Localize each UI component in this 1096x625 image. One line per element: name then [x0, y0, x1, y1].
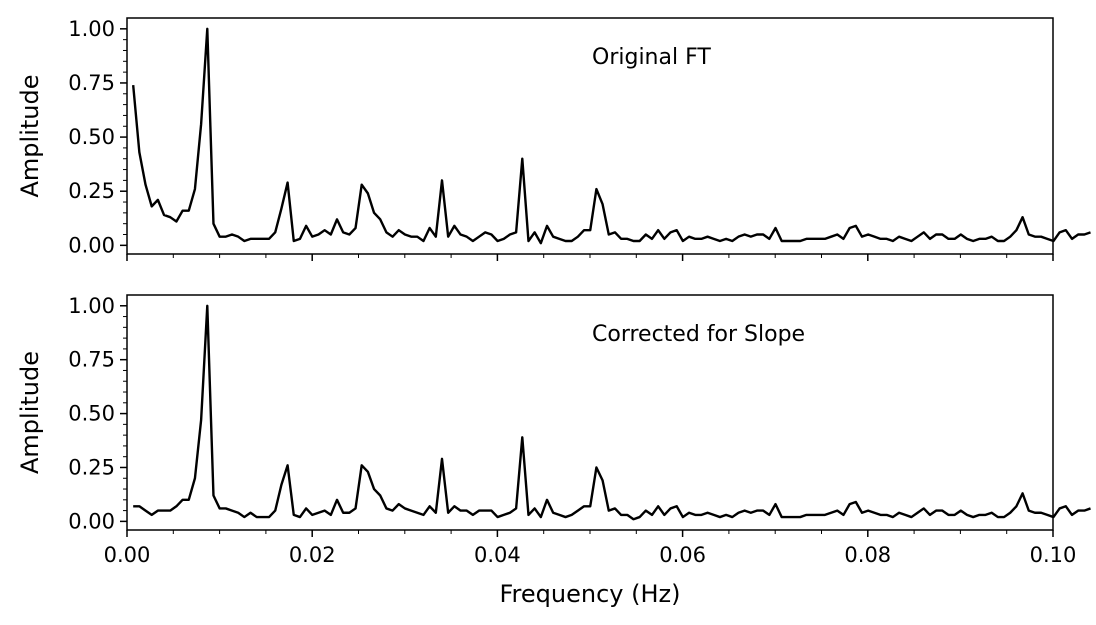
x-tick-label: 0.08: [844, 543, 891, 567]
y-tick-label: 0.75: [68, 71, 115, 95]
y-tick-label: 0.50: [68, 402, 115, 426]
y-axis-ticks: 0.00 0.25 0.50 0.75 1.00: [68, 17, 127, 257]
panel-annotation: Corrected for Slope: [592, 322, 805, 347]
x-tick-label: 0.00: [104, 543, 151, 567]
plot-frame: [126, 294, 1054, 531]
x-tick-label: 0.04: [474, 543, 521, 567]
y-axis-title: Amplitude: [16, 351, 44, 474]
y-tick-label: 0.75: [68, 348, 115, 372]
x-tick-label: 0.02: [289, 543, 336, 567]
series-line: [131, 27, 1091, 245]
x-axis-title: Frequency (Hz): [500, 580, 681, 608]
x-axis-ticks: 0.00 0.02 0.04 0.06 0.08 0.10: [104, 530, 1077, 567]
y-tick-label: 0.25: [68, 179, 115, 203]
series-line: [133, 304, 1091, 521]
y-tick-label: 1.00: [68, 17, 115, 41]
y-axis-ticks: 0.00 0.25 0.50 0.75 1.00: [68, 294, 127, 533]
y-tick-label: 0.50: [68, 125, 115, 149]
y-tick-label: 0.25: [68, 455, 115, 479]
y-tick-label: 0.00: [68, 233, 115, 257]
x-tick-label: 0.06: [659, 543, 706, 567]
x-tick-label: 0.10: [1030, 543, 1077, 567]
x-axis-ticks: [126, 254, 1054, 261]
plot-frame: [126, 17, 1054, 255]
panel-annotation: Original FT: [592, 45, 711, 70]
y-tick-label: 1.00: [68, 294, 115, 318]
y-tick-label: 0.00: [68, 509, 115, 533]
panel-original-ft: 0.00 0.25 0.50 0.75 1.00 Original FT Amplitu…: [16, 17, 1091, 261]
y-axis-title: Amplitude: [16, 75, 44, 198]
panel-corrected-for-slope: 0.000.250.500.751.00 0.00 0.02 0.04 0.06 0.0…: [16, 294, 1091, 608]
